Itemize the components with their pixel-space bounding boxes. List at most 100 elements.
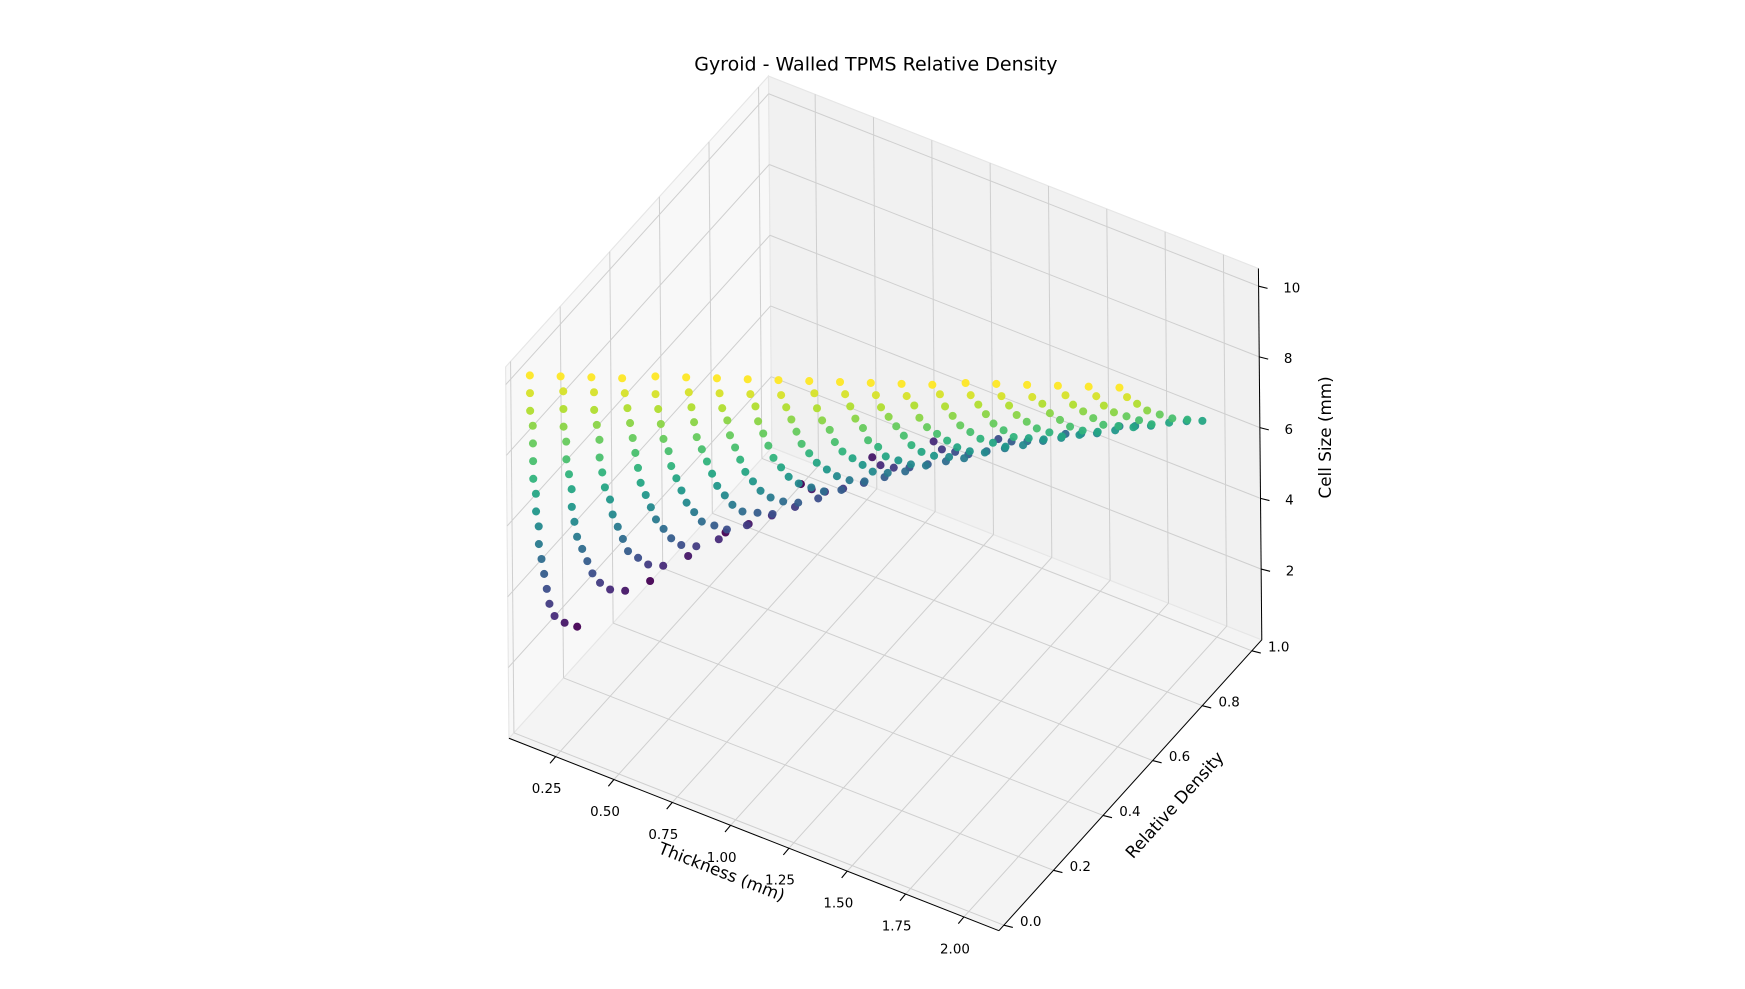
data-point — [1066, 422, 1075, 431]
data-point — [953, 443, 962, 452]
data-point — [792, 427, 801, 436]
data-point — [636, 478, 645, 487]
data-point — [921, 461, 930, 470]
y-grid-line — [658, 196, 664, 569]
data-point — [1099, 401, 1108, 410]
data-point — [659, 524, 668, 533]
data-point — [722, 525, 731, 534]
data-point — [797, 439, 806, 448]
data-point — [1079, 407, 1088, 416]
data-point — [835, 377, 845, 387]
data-point — [592, 420, 601, 429]
y-grid-line — [609, 251, 614, 624]
data-point — [525, 371, 534, 380]
y-grid-line — [662, 567, 1153, 762]
data-point — [697, 517, 706, 526]
data-point — [876, 461, 885, 470]
data-point — [753, 508, 762, 517]
data-point — [759, 429, 768, 438]
data-point — [692, 542, 701, 551]
data-point — [974, 400, 983, 409]
data-point — [917, 447, 926, 456]
x-grid-line — [730, 534, 994, 826]
data-point — [1057, 432, 1066, 441]
z-tick-label: 8 — [1284, 352, 1293, 367]
data-point — [713, 481, 722, 490]
z-tick — [1261, 568, 1271, 572]
data-point — [915, 413, 924, 422]
data-point — [672, 474, 681, 483]
data-point — [930, 451, 939, 460]
data-point — [718, 404, 727, 413]
x-grid-line — [788, 557, 1053, 849]
data-point — [764, 441, 773, 450]
x-grid-line — [931, 140, 936, 512]
data-point — [677, 486, 686, 495]
data-point — [682, 498, 691, 507]
data-point — [1129, 423, 1138, 432]
data-point — [966, 391, 975, 400]
data-point — [884, 412, 893, 421]
data-point — [810, 389, 819, 398]
z-tick — [1259, 356, 1269, 360]
data-point — [542, 584, 551, 593]
data-point — [651, 372, 660, 381]
data-point — [1001, 442, 1010, 451]
y-grid-line — [758, 87, 763, 459]
data-point — [606, 585, 615, 594]
data-point — [751, 402, 760, 411]
data-point — [540, 569, 549, 578]
data-point — [822, 465, 831, 474]
data-point — [534, 522, 543, 531]
data-point — [889, 463, 898, 472]
data-point — [588, 569, 597, 578]
data-point — [1053, 381, 1062, 390]
data-point — [556, 372, 565, 381]
data-point — [634, 553, 643, 562]
data-point — [787, 415, 796, 424]
data-point — [590, 405, 599, 414]
data-point — [899, 431, 908, 440]
x-grid-line — [872, 117, 878, 489]
y-tick-label: 0.4 — [1119, 805, 1140, 820]
x-tick — [782, 847, 790, 856]
data-point — [1038, 399, 1047, 408]
y-tick — [1251, 650, 1261, 654]
data-point — [620, 389, 629, 398]
data-point — [830, 438, 839, 447]
data-point — [567, 485, 576, 494]
data-point — [560, 618, 569, 627]
data-point — [567, 502, 576, 511]
data-point — [1122, 412, 1131, 421]
data-point — [943, 436, 952, 445]
x-grid-line — [613, 488, 878, 780]
data-point — [623, 404, 632, 413]
data-point — [999, 426, 1008, 435]
data-point — [1022, 417, 1031, 426]
z-grid-line — [506, 164, 770, 456]
x-tick-label: 0.50 — [590, 805, 620, 820]
x-tick-label: 1.50 — [823, 897, 853, 912]
data-point — [1114, 422, 1123, 431]
y-grid-line — [712, 512, 1203, 707]
data-point — [628, 433, 637, 443]
data-point — [1055, 415, 1065, 424]
z-grid-line — [769, 164, 1260, 358]
data-point — [928, 380, 937, 389]
data-point — [532, 507, 541, 516]
x-tick-label: 1.25 — [765, 874, 795, 889]
y-tick — [1152, 760, 1162, 764]
data-point — [805, 449, 814, 458]
data-point — [723, 416, 732, 425]
y-tick — [1102, 814, 1113, 819]
data-point — [682, 373, 691, 382]
data-point — [598, 468, 607, 477]
data-point — [1147, 420, 1156, 429]
data-point — [980, 448, 989, 457]
data-point — [860, 477, 869, 486]
data-point — [794, 479, 803, 488]
z-tick-label: 6 — [1284, 423, 1293, 438]
data-point — [841, 390, 850, 399]
